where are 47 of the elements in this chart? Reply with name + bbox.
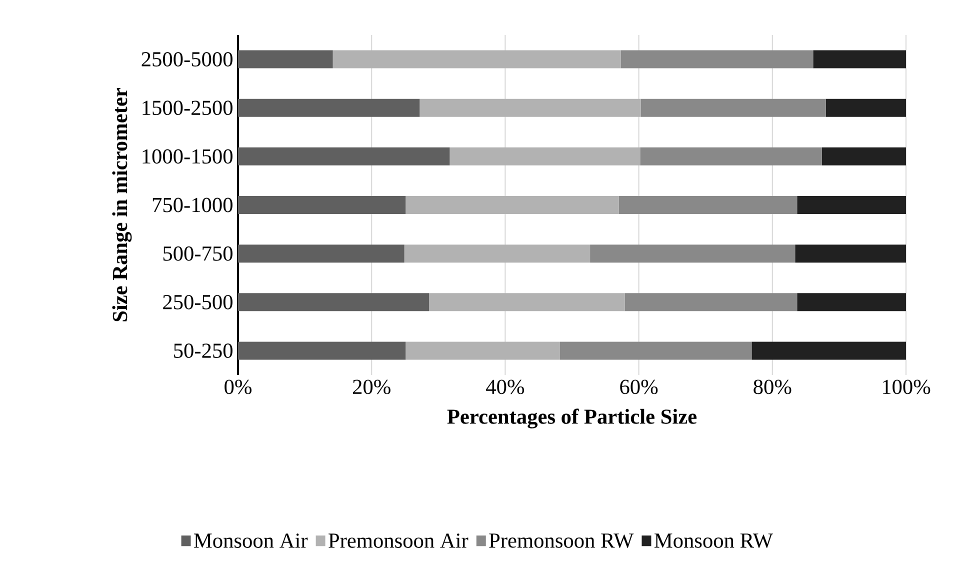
bar (822, 147, 906, 166)
bar (406, 196, 619, 214)
bar (590, 244, 796, 263)
y-tick-label: 1000-1500 (142, 149, 232, 164)
bar (560, 342, 752, 360)
bar (238, 244, 404, 263)
bar (624, 293, 798, 312)
y-tick-label: 500-750 (163, 246, 232, 261)
bar (795, 244, 906, 263)
bar (238, 342, 406, 360)
x-tick-label: 20% (352, 380, 390, 394)
legend-label: Premonsoon Air (328, 534, 468, 548)
x-tick-label: 0% (224, 380, 252, 394)
y-tick-label: 250-500 (163, 294, 232, 310)
x-tick-label: 40% (486, 380, 524, 394)
bar (450, 147, 640, 166)
bar (332, 50, 621, 68)
bar (238, 147, 450, 166)
legend-label: Monsoon Air (194, 534, 308, 548)
legend-label: Monsoon RW (654, 534, 773, 548)
bar (429, 293, 625, 312)
bar (404, 244, 590, 263)
bar (752, 342, 906, 360)
y-tick-label: 750-1000 (152, 198, 232, 212)
x-tick-label: 80% (754, 380, 792, 394)
y-tick-label: 2500-5000 (142, 52, 232, 66)
bar (420, 98, 641, 117)
y-tick-label: 50-250 (174, 344, 232, 358)
x-axis-title: Percentages of Particle Size (447, 408, 697, 428)
bar (238, 196, 406, 214)
bar (826, 98, 906, 117)
bar (238, 98, 420, 117)
bar (640, 98, 826, 117)
bar (813, 50, 906, 68)
bar (618, 196, 798, 214)
bar (406, 342, 560, 360)
x-tick-label: 60% (620, 380, 658, 394)
y-tick-label: 1500-2500 (142, 100, 232, 116)
y-axis-title: Size Range in micrometer (112, 88, 132, 322)
bar (640, 147, 822, 166)
x-tick-label: 100% (882, 380, 930, 394)
bar (238, 293, 430, 312)
bar (797, 293, 906, 312)
bar (620, 50, 814, 68)
bar (797, 196, 906, 214)
legend-label: Premonsoon RW (489, 534, 634, 548)
bar (238, 50, 333, 68)
